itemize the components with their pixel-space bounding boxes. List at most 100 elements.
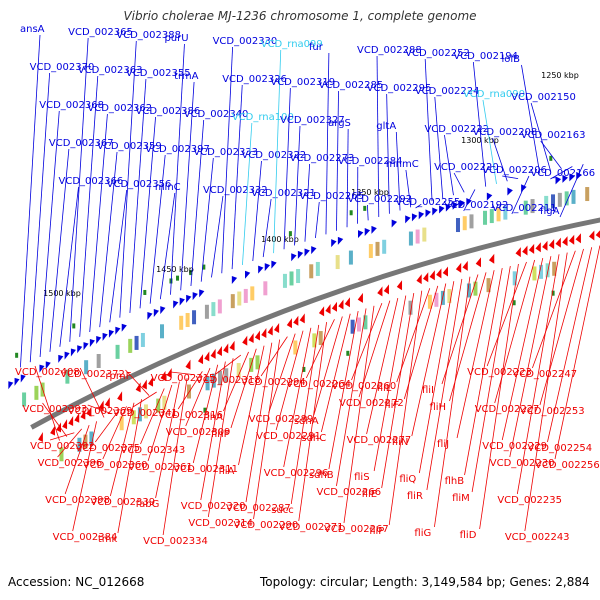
label-leader-line — [119, 40, 137, 318]
label-leader-line — [479, 263, 519, 530]
gene-label: fliN — [392, 437, 409, 448]
functional-category-block — [483, 210, 488, 225]
functional-category-block — [434, 292, 439, 307]
label-leader-line — [530, 102, 552, 172]
gene-label: VCD_002208 — [473, 127, 538, 138]
label-leader-line — [260, 336, 288, 377]
label-leader-line — [185, 367, 211, 427]
functional-category-block — [119, 416, 124, 431]
accession-text: Accession: NC_012668 — [8, 575, 144, 589]
functional-category-block — [204, 304, 209, 319]
gene-label: argS — [328, 118, 351, 129]
label-leader-line — [102, 406, 127, 460]
label-leader-line — [242, 122, 253, 266]
reverse-gene-arrow — [216, 346, 222, 357]
reverse-gene-arrow — [325, 304, 331, 315]
label-leader-line — [223, 351, 249, 412]
label-leader-line — [170, 43, 185, 295]
functional-category-block — [348, 250, 353, 265]
label-leader-line — [328, 311, 359, 470]
reverse-gene-arrow — [117, 391, 123, 402]
gene-label: VCD_002384 — [53, 532, 118, 543]
gene-label: VCD_002220 — [434, 162, 499, 173]
gc-marker — [363, 205, 367, 211]
gene-label: VCD_002319 — [270, 77, 335, 88]
gene-label: ansA — [20, 24, 45, 35]
forward-gene-arrow — [8, 381, 14, 390]
gc-marker — [512, 300, 516, 306]
forward-gene-arrow — [432, 207, 438, 216]
gc-marker — [203, 407, 207, 413]
reverse-gene-arrow — [455, 262, 462, 273]
gene-label: fliP — [369, 526, 384, 537]
forward-gene-arrow — [337, 236, 344, 245]
gene-label: fliD — [460, 530, 477, 541]
forward-gene-arrow — [70, 348, 76, 357]
label-leader-line — [405, 169, 412, 208]
gene-label: flgA — [540, 206, 560, 217]
functional-category-block — [255, 355, 260, 370]
gc-marker — [202, 264, 206, 270]
gene-label: VCD_002318 — [196, 375, 261, 386]
reverse-gene-arrow — [223, 343, 229, 354]
reverse-gene-arrow — [74, 412, 80, 423]
gene-label: VCD_002295 — [367, 83, 432, 94]
reverse-gene-arrow — [80, 409, 86, 420]
functional-category-block — [263, 281, 268, 296]
functional-category-block — [496, 207, 501, 222]
reverse-gene-arrow — [542, 240, 548, 251]
gene-label: VCD_002408 — [15, 367, 80, 378]
gene-label: VCD_002292 — [347, 194, 412, 205]
gene-label: VCD_rna099 — [261, 39, 323, 50]
gene-label: fliQ — [399, 474, 416, 485]
label-leader-line — [415, 203, 422, 209]
functional-category-block — [162, 395, 167, 410]
gene-label: fliM — [452, 493, 470, 504]
gene-label: VCD_002309 — [166, 427, 231, 438]
functional-category-block — [408, 231, 413, 246]
gene-label: VCD_002264 — [286, 379, 351, 390]
forward-gene-arrow — [160, 306, 166, 315]
functional-category-block — [357, 317, 362, 332]
forward-gene-arrow — [102, 332, 108, 341]
functional-category-block — [83, 434, 88, 449]
reverse-gene-arrow — [575, 233, 581, 244]
gene-label: VCD_rna090 — [463, 89, 525, 100]
functional-category-block — [131, 410, 136, 425]
forward-gene-arrow — [192, 292, 198, 301]
map-title: Vibrio cholerae MJ-1236 chromosome 1, co… — [123, 9, 476, 23]
forward-gene-arrow — [186, 294, 192, 303]
gene-label: VCD_002341 — [113, 408, 178, 419]
label-leader-line — [298, 322, 327, 522]
forward-gene-arrow — [258, 265, 264, 274]
gene-label: flhB — [445, 476, 465, 487]
chromosome-backbone — [30, 217, 600, 430]
functional-category-block — [375, 241, 380, 256]
reverse-gene-arrow — [38, 432, 43, 443]
functional-category-block — [237, 291, 242, 306]
functional-category-block — [368, 244, 373, 259]
functional-category-block — [523, 200, 528, 215]
label-leader-line — [471, 265, 511, 493]
label-leader-line — [358, 300, 391, 398]
reverse-gene-arrow — [344, 297, 350, 308]
forward-gene-arrow — [445, 203, 452, 212]
gene-label: fliF — [384, 400, 399, 411]
functional-category-block — [160, 324, 165, 339]
label-leader-line — [373, 295, 407, 472]
label-leader-line — [109, 189, 128, 323]
forward-gene-arrow — [371, 225, 377, 234]
gene-label: sdhC — [301, 433, 326, 444]
gene-label: fliL — [377, 383, 392, 394]
gene-label: VCD_002287 — [226, 503, 291, 514]
gene-label: VCD_002369 — [68, 406, 133, 417]
label-leader-line — [64, 424, 90, 495]
functional-category-block — [140, 332, 145, 347]
label-leader-line — [180, 81, 195, 291]
label-leader-line — [79, 75, 99, 337]
functional-category-block — [179, 315, 184, 330]
label-leader-line — [325, 52, 330, 235]
gene-label: purU — [164, 33, 188, 44]
gc-marker — [346, 350, 350, 356]
label-leader-line — [346, 128, 349, 228]
